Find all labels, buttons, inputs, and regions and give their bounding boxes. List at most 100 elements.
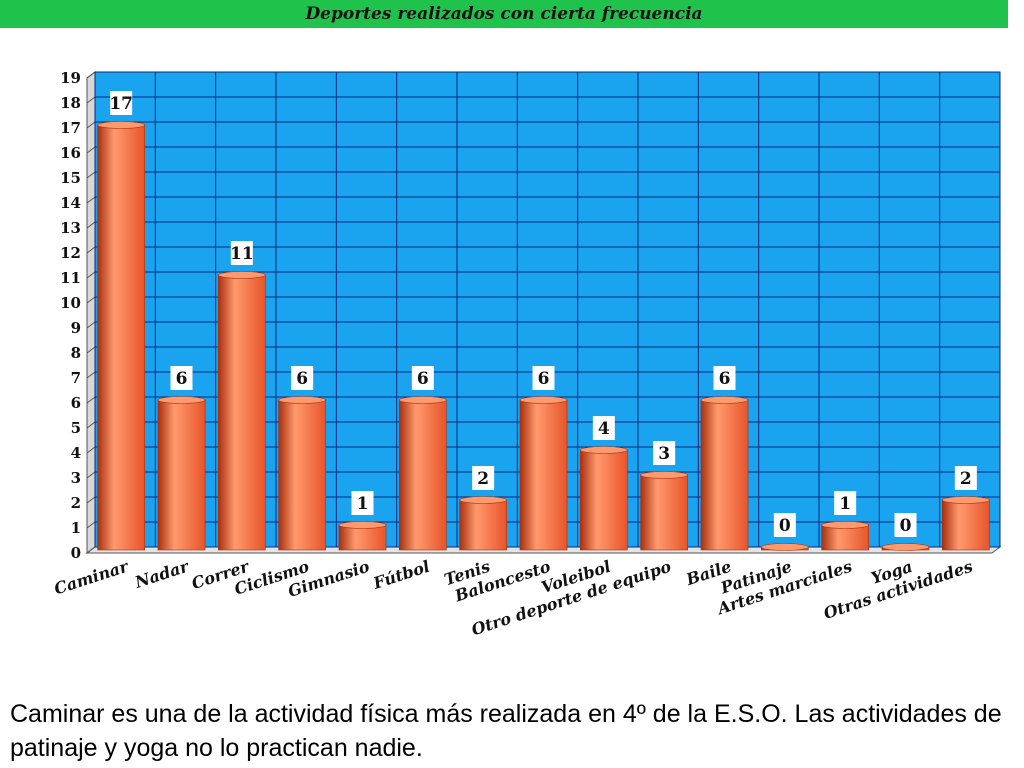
y-tick-label: 10	[60, 294, 81, 312]
bar	[399, 399, 447, 551]
y-tick-label: 5	[71, 419, 81, 437]
title-bar: Deportes realizados con cierta frecuenci…	[0, 0, 1008, 28]
y-tick-label: 4	[71, 444, 81, 462]
bar-top	[519, 396, 568, 404]
y-tick-label: 8	[71, 344, 81, 362]
side-gridline	[86, 96, 96, 104]
side-gridline	[86, 496, 96, 504]
value-label-box	[592, 416, 615, 440]
value-label-box	[954, 466, 977, 490]
y-tick-label: 17	[60, 119, 81, 137]
bar	[278, 399, 326, 551]
value-label: 2	[477, 469, 489, 489]
bar	[157, 399, 206, 551]
value-label: 11	[230, 244, 254, 264]
side-gridline	[86, 371, 96, 379]
bar	[97, 124, 145, 551]
y-tick-label: 13	[60, 219, 81, 237]
side-gridline	[86, 221, 96, 229]
bar-top	[459, 496, 507, 504]
bar-top	[399, 396, 447, 404]
value-label: 17	[109, 94, 133, 114]
bar	[580, 449, 628, 551]
value-label: 4	[598, 419, 610, 439]
value-label: 6	[296, 369, 308, 389]
value-label: 0	[779, 516, 791, 536]
value-label: 2	[960, 469, 972, 489]
y-tick-label: 7	[71, 369, 81, 387]
bars-layer	[97, 121, 990, 551]
value-label: 6	[417, 369, 429, 389]
value-label: 6	[538, 369, 550, 389]
slide-caption: Caminar es una de la actividad física má…	[10, 700, 1002, 762]
bar	[459, 499, 507, 551]
y-tick-label: 19	[60, 69, 81, 87]
bar	[942, 499, 990, 551]
side-gridline	[86, 346, 96, 354]
category-label: Nadar	[132, 556, 193, 592]
value-label-box	[713, 366, 736, 390]
side-gridline	[86, 71, 96, 79]
value-label: 6	[176, 369, 188, 389]
y-tick-label: 18	[60, 94, 81, 112]
side-gridline	[86, 446, 96, 454]
side-gridline	[86, 271, 96, 279]
side-gridline	[86, 546, 96, 554]
value-label-box	[894, 513, 917, 537]
side-gridline	[86, 396, 96, 404]
bar-top	[157, 396, 206, 404]
category-label: Fútbol	[370, 557, 432, 593]
bar-top	[881, 543, 930, 551]
bar-top	[580, 446, 628, 454]
value-label-box	[170, 366, 193, 390]
bar-top	[821, 521, 869, 529]
bar-top	[700, 396, 749, 404]
value-label: 1	[839, 494, 851, 514]
side-wall	[86, 71, 96, 554]
bar-top	[761, 543, 809, 551]
side-gridline	[86, 321, 96, 329]
value-label-box	[230, 241, 253, 265]
bar	[338, 524, 387, 551]
bar	[821, 524, 869, 551]
bar-top	[338, 521, 387, 529]
y-tick-label: 9	[71, 319, 81, 337]
y-tick-label: 16	[60, 144, 81, 162]
side-gridline	[86, 421, 96, 429]
value-label: 0	[900, 516, 912, 536]
bar	[700, 399, 749, 551]
bar-top	[278, 396, 326, 404]
value-label-box	[773, 513, 796, 537]
value-label-box	[411, 366, 434, 390]
side-gridline	[86, 471, 96, 479]
y-tick-label: 3	[71, 469, 81, 487]
value-label: 3	[658, 444, 670, 464]
category-label: Caminar	[52, 556, 132, 598]
value-label-box	[653, 441, 676, 465]
y-tick-label: 2	[71, 494, 81, 512]
value-label-box	[532, 366, 555, 390]
value-label-box	[472, 466, 495, 490]
bar-top	[97, 121, 145, 129]
side-gridline	[86, 171, 96, 179]
y-tick-label: 11	[60, 269, 81, 287]
side-gridline	[86, 521, 96, 529]
side-gridline	[86, 296, 96, 304]
bar-top	[218, 271, 266, 279]
value-label-box	[291, 366, 314, 390]
value-label-box	[834, 491, 857, 515]
side-gridline	[86, 196, 96, 204]
y-tick-label: 12	[60, 244, 81, 262]
value-label-box	[110, 91, 133, 115]
bar-chart: 0123456789101112131415161718191761161626…	[52, 69, 1002, 639]
value-label: 1	[357, 494, 369, 514]
y-tick-label: 14	[60, 194, 81, 212]
y-tick-label: 0	[71, 544, 81, 562]
y-tick-label: 15	[60, 169, 81, 187]
bar	[218, 274, 266, 551]
bar	[519, 399, 568, 551]
y-tick-label: 6	[71, 394, 81, 412]
value-label-box	[351, 491, 374, 515]
side-gridline	[86, 121, 96, 129]
value-label: 6	[719, 369, 731, 389]
